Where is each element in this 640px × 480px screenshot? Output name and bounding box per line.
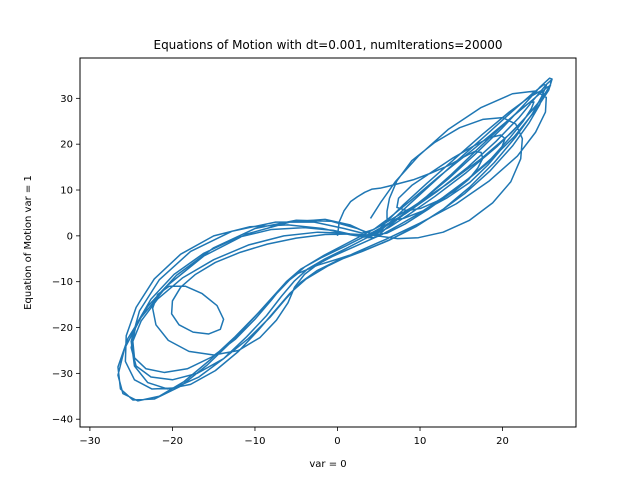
chart-title: Equations of Motion with dt=0.001, numIt… xyxy=(153,38,502,52)
x-axis-ticks: −30 −20 −10 0 10 20 xyxy=(79,427,509,447)
y-tick-label: −40 xyxy=(52,415,73,426)
y-tick-label: −20 xyxy=(52,323,73,334)
y-axis-ticks: −40 −30 −20 −10 0 10 20 30 xyxy=(52,94,80,426)
series-layer xyxy=(117,77,553,402)
y-tick-label: 10 xyxy=(60,186,73,197)
axes-background xyxy=(80,58,576,427)
x-tick-label: −20 xyxy=(162,436,183,447)
x-tick-label: 10 xyxy=(414,436,427,447)
y-tick-label: −30 xyxy=(52,369,73,380)
y-tick-label: 0 xyxy=(67,231,73,242)
axes-frame xyxy=(79,57,577,428)
x-tick-label: −10 xyxy=(244,436,265,447)
x-tick-label: −30 xyxy=(79,436,100,447)
x-axis-label: var = 0 xyxy=(309,459,346,470)
series-line-0 xyxy=(117,77,553,402)
x-tick-label: 20 xyxy=(496,436,509,447)
y-tick-label: −10 xyxy=(52,277,73,288)
y-tick-label: 20 xyxy=(60,140,73,151)
plot-area xyxy=(117,77,553,402)
y-tick-label: 30 xyxy=(60,94,73,105)
y-axis-label: Equation of Motion var = 1 xyxy=(23,175,34,310)
x-tick-label: 0 xyxy=(334,436,340,447)
